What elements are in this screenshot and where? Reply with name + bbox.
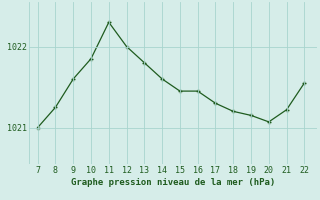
- X-axis label: Graphe pression niveau de la mer (hPa): Graphe pression niveau de la mer (hPa): [71, 178, 275, 187]
